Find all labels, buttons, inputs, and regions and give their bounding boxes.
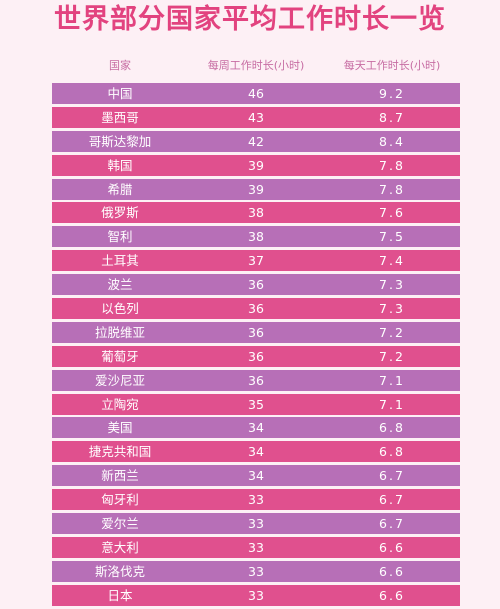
cell-weekly-hours: 34 [248, 444, 264, 460]
cell-weekly-hours: 36 [248, 348, 264, 364]
cell-daily-hours: 7.1 [379, 372, 405, 388]
cell-weekly-hours: 34 [248, 420, 264, 436]
cell-weekly-hours: 34 [248, 468, 264, 484]
table-row: 土耳其 37 7.4 [52, 250, 460, 272]
table-row: 波兰 36 7.3 [52, 274, 460, 296]
cell-weekly-hours: 33 [248, 563, 264, 579]
cell-weekly-hours: 38 [248, 205, 264, 221]
header-country: 国家 [109, 59, 131, 72]
cell-country: 墨西哥 [101, 109, 139, 125]
table-row: 新西兰 34 6.7 [52, 465, 460, 487]
cell-country: 波兰 [107, 277, 133, 293]
cell-country: 俄罗斯 [101, 205, 139, 221]
cell-weekly-hours: 35 [248, 396, 264, 412]
cell-country: 美国 [107, 420, 133, 436]
table-row: 斯洛伐克 33 6.6 [52, 560, 460, 582]
table-row: 爱沙尼亚 36 7.1 [52, 369, 460, 391]
cell-weekly-hours: 46 [248, 86, 264, 101]
cell-weekly-hours: 36 [248, 277, 264, 293]
cell-weekly-hours: 38 [248, 229, 264, 245]
table-row: 希腊 39 7.8 [52, 178, 460, 200]
cell-country: 哥斯达黎加 [88, 133, 152, 149]
cell-weekly-hours: 42 [248, 133, 264, 149]
table-row: 葡萄牙 36 7.2 [52, 345, 460, 367]
chart-title: 世界部分国家平均工作时长一览 [54, 4, 446, 35]
cell-weekly-hours: 43 [248, 109, 264, 125]
cell-country: 爱沙尼亚 [94, 372, 145, 388]
cell-country: 匈牙利 [101, 492, 139, 508]
table-row: 智利 38 7.5 [52, 226, 460, 248]
cell-daily-hours: 6.6 [379, 587, 405, 603]
cell-weekly-hours: 37 [248, 253, 264, 269]
cell-daily-hours: 7.1 [379, 396, 405, 412]
cell-country: 意大利 [101, 539, 139, 555]
cell-weekly-hours: 33 [248, 516, 264, 532]
cell-weekly-hours: 33 [248, 539, 264, 555]
table-row: 中国 46 9.2 [52, 83, 460, 104]
cell-daily-hours: 6.8 [379, 420, 405, 436]
table-row: 以色列 36 7.3 [52, 298, 460, 320]
table-row: 意大利 33 6.6 [52, 536, 460, 558]
cell-weekly-hours: 36 [248, 301, 264, 317]
table-row: 哥斯达黎加 42 8.4 [52, 130, 460, 152]
cell-daily-hours: 6.8 [379, 444, 405, 460]
cell-daily-hours: 7.2 [379, 324, 405, 340]
cell-daily-hours: 6.7 [379, 492, 405, 508]
cell-country: 爱尔兰 [101, 516, 139, 532]
cell-country: 新西兰 [101, 468, 139, 484]
cell-country: 葡萄牙 [101, 348, 139, 364]
cell-daily-hours: 7.4 [379, 253, 405, 269]
cell-daily-hours: 9.2 [379, 86, 405, 101]
table-row: 立陶宛 35 7.1 [52, 393, 460, 415]
cell-country: 日本 [107, 587, 133, 603]
header-daily-hours: 每天工作时长(小时) [343, 59, 441, 72]
header-weekly-hours: 每周工作时长(小时) [207, 59, 305, 72]
cell-daily-hours: 6.7 [379, 468, 405, 484]
cell-country: 捷克共和国 [88, 444, 152, 460]
table-row: 爱尔兰 33 6.7 [52, 513, 460, 535]
cell-country: 希腊 [107, 181, 133, 197]
cell-daily-hours: 7.6 [379, 205, 405, 221]
cell-country: 中国 [107, 86, 133, 101]
cell-daily-hours: 6.7 [379, 516, 405, 532]
cell-weekly-hours: 36 [248, 372, 264, 388]
table-row: 匈牙利 33 6.7 [52, 489, 460, 511]
table-header: 国家 每周工作时长(小时) 每天工作时长(小时) [52, 56, 460, 76]
table-row: 美国 34 6.8 [52, 417, 460, 439]
cell-daily-hours: 7.5 [379, 229, 405, 245]
cell-weekly-hours: 36 [248, 324, 264, 340]
cell-daily-hours: 7.3 [379, 277, 405, 293]
cell-weekly-hours: 33 [248, 587, 264, 603]
table-row: 墨西哥 43 8.7 [52, 106, 460, 128]
cell-daily-hours: 6.6 [379, 539, 405, 555]
cell-country: 以色列 [101, 301, 139, 317]
cell-weekly-hours: 39 [248, 181, 264, 197]
table-body: 中国 46 9.2 墨西哥 43 8.7 哥斯达黎加 42 8.4 韩国 39 7.8 希腊 39 7.8 俄… [52, 83, 460, 609]
cell-country: 立陶宛 [101, 396, 139, 412]
cell-daily-hours: 7.8 [379, 181, 405, 197]
cell-weekly-hours: 33 [248, 492, 264, 508]
cell-daily-hours: 8.7 [379, 109, 405, 125]
cell-weekly-hours: 39 [248, 157, 264, 173]
cell-daily-hours: 8.4 [379, 133, 405, 149]
cell-country: 智利 [107, 229, 133, 245]
table-row: 韩国 39 7.8 [52, 154, 460, 176]
cell-daily-hours: 6.6 [379, 563, 405, 579]
cell-daily-hours: 7.8 [379, 157, 405, 173]
cell-country: 斯洛伐克 [94, 563, 145, 579]
table-row: 俄罗斯 38 7.6 [52, 202, 460, 224]
table-row: 拉脱维亚 36 7.2 [52, 321, 460, 343]
table-row: 日本 33 6.6 [52, 584, 460, 606]
cell-country: 韩国 [107, 157, 133, 173]
cell-daily-hours: 7.2 [379, 348, 405, 364]
cell-country: 土耳其 [101, 253, 139, 269]
table-row: 捷克共和国 34 6.8 [52, 441, 460, 463]
cell-country: 拉脱维亚 [94, 324, 145, 340]
cell-daily-hours: 7.3 [379, 301, 405, 317]
